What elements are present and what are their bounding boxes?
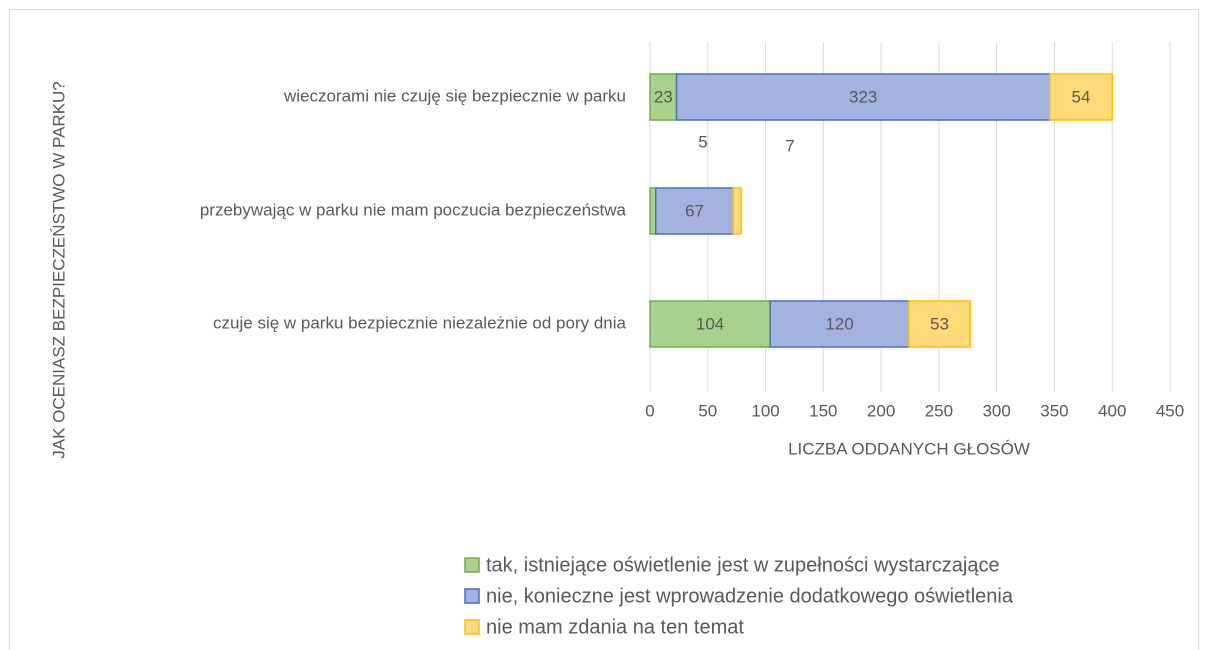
bar-segment (675, 73, 1051, 121)
data-label: 323 (849, 87, 877, 106)
x-tick-label: 0 (645, 401, 654, 420)
legend-swatch (464, 619, 480, 635)
legend-swatch (464, 588, 480, 604)
x-tick-label: 250 (925, 401, 953, 420)
y-tick-label: przebywając w parku nie mam poczucia bez… (200, 200, 627, 219)
x-tick-label: 350 (1040, 401, 1068, 420)
bar-segment (732, 187, 743, 235)
x-tick-label: 200 (867, 401, 895, 420)
data-label: 23 (654, 87, 673, 106)
x-tick-label: 300 (982, 401, 1010, 420)
legend-label: tak, istniejące oświetlenie jest w zupeł… (486, 554, 1000, 576)
x-tick-label: 50 (698, 401, 717, 420)
bar-segment (769, 300, 910, 348)
data-label: 120 (825, 314, 853, 333)
legend-label: nie, konieczne jest wprowadzenie dodatko… (486, 585, 1014, 607)
chart-frame (9, 9, 1199, 650)
data-label: 104 (696, 314, 724, 333)
data-label: 7 (785, 136, 794, 155)
x-tick-label: 150 (809, 401, 837, 420)
y-tick-label: wieczorami nie czuję się bezpiecznie w p… (283, 86, 626, 105)
legend-swatch (464, 557, 480, 573)
bar-segment (649, 300, 771, 348)
data-label: 53 (930, 314, 949, 333)
bar-segment (655, 187, 734, 235)
bar-segment (908, 300, 971, 348)
data-label: 67 (685, 201, 704, 220)
data-label: 5 (698, 132, 707, 151)
x-axis-title: LICZBA ODDANYCH GŁOSÓW (788, 439, 1030, 458)
data-label: 54 (1072, 87, 1091, 106)
x-tick-label: 450 (1156, 401, 1184, 420)
x-tick-label: 100 (751, 401, 779, 420)
legend-label: nie mam zdania na ten temat (486, 616, 744, 638)
bar-segment (649, 73, 678, 121)
bar-segment (649, 187, 657, 235)
y-tick-label: czuje się w parku bezpiecznie niezależni… (213, 313, 627, 332)
bar-segment (1049, 73, 1113, 121)
y-axis-title: JAK OCENIASZ BEZPIECZEŃSTWO W PARKU? (49, 81, 68, 459)
x-tick-label: 400 (1098, 401, 1126, 420)
